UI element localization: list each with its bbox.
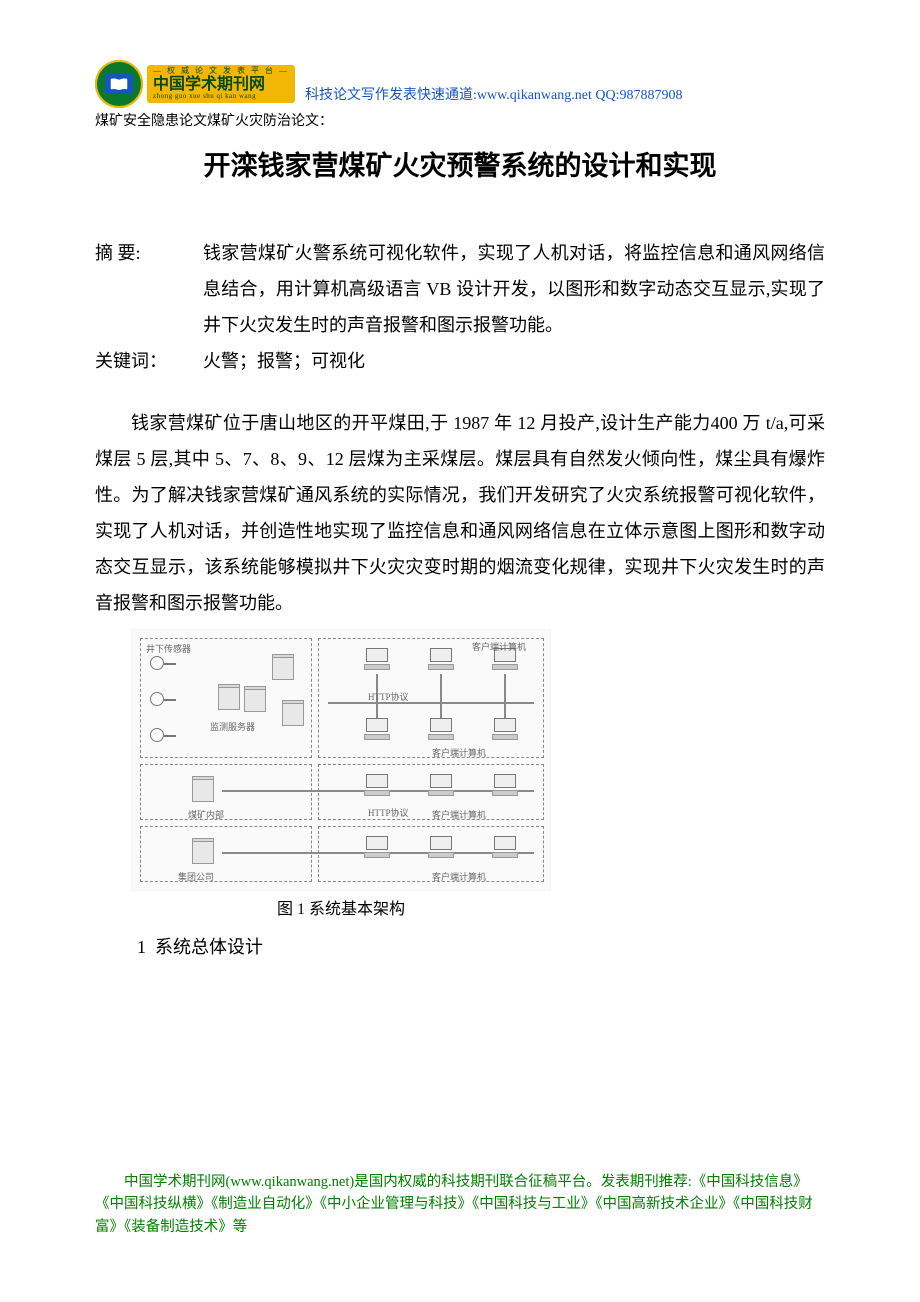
server-icon: [282, 700, 304, 730]
figure-1: 井下传感器 监测服务器 客户端计算机 HTTP协议 客户端计算机 煤矿内部: [131, 629, 551, 919]
vline: [440, 704, 442, 718]
footer-text: 中国学术期刊网(www.qikanwang.net)是国内权威的科技期刊联合征稿…: [95, 1171, 825, 1238]
label-client-mid: 客户端计算机: [432, 808, 486, 821]
pc-icon: [492, 836, 518, 860]
pc-icon: [364, 718, 390, 742]
logo-book-icon: [105, 74, 133, 94]
region-group-company: [140, 826, 312, 882]
section-1-title: 系统总体设计: [155, 937, 263, 957]
pc-icon: [428, 836, 454, 860]
pc-icon: [492, 718, 518, 742]
sensor-icon: [150, 656, 164, 670]
logo-tagline: — 权 威 论 文 发 表 平 台 —: [153, 67, 289, 76]
label-client-mid-upper: 客户端计算机: [432, 746, 486, 759]
pc-icon: [364, 836, 390, 860]
label-client-top: 客户端计算机: [472, 640, 526, 653]
server-icon: [272, 654, 294, 684]
abstract-content: 钱家营煤矿火警系统可视化软件，实现了人机对话，将监控信息和通风网络信息结合，用计…: [203, 235, 825, 343]
label-group-company: 集团公司: [178, 870, 214, 883]
pc-icon: [428, 648, 454, 672]
sensor-icon: [150, 728, 164, 742]
label-sensor: 井下传感器: [146, 642, 191, 655]
label-monitor-server: 监测服务器: [210, 720, 255, 733]
abstract-label: 摘 要:: [95, 235, 203, 343]
vline: [440, 674, 442, 702]
server-icon: [192, 776, 214, 806]
section-1-num: 1: [137, 937, 146, 957]
pc-icon: [428, 774, 454, 798]
logo-text-panel: — 权 威 论 文 发 表 平 台 — 中国学术期刊网 zhong guo xu…: [147, 65, 295, 103]
category-line: 煤矿安全隐患论文煤矿火灾防治论文：: [95, 110, 825, 130]
region-mine-intranet: [140, 764, 312, 820]
logo-pinyin: zhong guo xue shu qi kan wang: [153, 93, 289, 101]
vline: [504, 674, 506, 702]
abstract-block: 摘 要: 钱家营煤矿火警系统可视化软件，实现了人机对话，将监控信息和通风网络信息…: [95, 235, 825, 379]
label-http-top: HTTP协议: [368, 690, 409, 703]
keywords-label: 关键词：: [95, 343, 203, 379]
label-mine-intranet: 煤矿内部: [188, 808, 224, 821]
figure-1-diagram: 井下传感器 监测服务器 客户端计算机 HTTP协议 客户端计算机 煤矿内部: [131, 629, 551, 891]
server-icon: [218, 684, 240, 714]
label-client-bot: 客户端计算机: [432, 870, 486, 883]
section-1-heading: 1 系统总体设计: [137, 933, 825, 959]
header-link[interactable]: 科技论文写作发表快速通道:www.qikanwang.net QQ:987887…: [305, 84, 682, 104]
keywords-content: 火警；报警；可视化: [203, 343, 825, 379]
server-icon: [192, 838, 214, 868]
server-icon: [244, 686, 266, 716]
page-header: — 权 威 论 文 发 表 平 台 — 中国学术期刊网 zhong guo xu…: [95, 60, 825, 108]
logo-site-name: 中国学术期刊网: [153, 76, 289, 94]
pc-icon: [428, 718, 454, 742]
site-logo: — 权 威 论 文 发 表 平 台 — 中国学术期刊网 zhong guo xu…: [95, 60, 295, 108]
paper-title: 开滦钱家营煤矿火灾预警系统的设计和实现: [95, 144, 825, 183]
label-http-mid: HTTP协议: [368, 806, 409, 819]
body-paragraph-1: 钱家营煤矿位于唐山地区的开平煤田,于 1987 年 12 月投产,设计生产能力4…: [95, 405, 825, 621]
figure-1-caption: 图 1 系统基本架构: [131, 895, 551, 919]
page-footer: 中国学术期刊网(www.qikanwang.net)是国内权威的科技期刊联合征稿…: [95, 1171, 825, 1238]
logo-badge: [95, 60, 143, 108]
pc-icon: [364, 774, 390, 798]
sensor-icon: [150, 692, 164, 706]
pc-icon: [364, 648, 390, 672]
vline: [504, 704, 506, 718]
vline: [376, 704, 378, 718]
pc-icon: [492, 774, 518, 798]
